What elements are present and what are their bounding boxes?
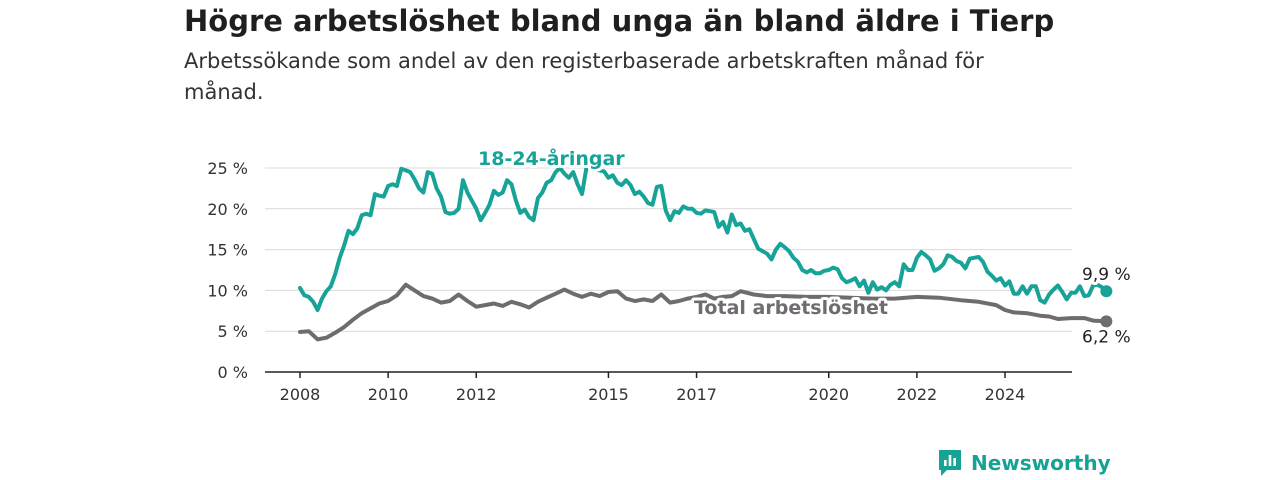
x-tick-label: 2015	[588, 385, 629, 404]
x-tick-label: 2020	[808, 385, 849, 404]
end-point-youth	[1100, 285, 1113, 298]
series-name-total-halo: Total arbetslöshet	[694, 297, 888, 319]
series-name-youth: 18-24-åringar	[478, 146, 625, 170]
axes: 0 % 5 % 10 % 15 % 20 % 25 % 2008 2010 2012 2015 20…	[207, 159, 1072, 404]
x-tick-label: 2008	[280, 385, 321, 404]
end-label-total: 6,2 %	[1082, 327, 1131, 347]
y-tick-label: 5 %	[218, 322, 248, 341]
y-tick-label: 0 %	[218, 363, 248, 382]
x-tick-label: 2017	[676, 385, 717, 404]
y-tick-label: 10 %	[207, 281, 248, 300]
series-line-youth	[298, 166, 1109, 312]
series-name-youth-halo: 18-24-åringar	[478, 146, 625, 170]
end-label-youth-halo: 9,9 %	[1082, 265, 1131, 285]
y-tick-label: 15 %	[207, 241, 248, 260]
series-line-total	[298, 282, 1109, 342]
page-subtitle: Arbetssökande som andel av den registerb…	[184, 49, 984, 104]
end-point-total	[1100, 315, 1113, 328]
end-label-total-halo: 6,2 %	[1082, 327, 1131, 347]
series-name-total: Total arbetslöshet	[694, 297, 888, 319]
page-title: Högre arbetslöshet bland unga än bland ä…	[184, 4, 1055, 38]
x-tick-label: 2022	[897, 385, 938, 404]
y-tick-label: 25 %	[207, 159, 248, 178]
y-tick-label: 20 %	[207, 200, 248, 219]
series-lines	[298, 166, 1113, 342]
brand-name: Newsworthy	[971, 451, 1111, 475]
brand-logo: Newsworthy	[937, 448, 1111, 478]
end-label-youth: 9,9 %	[1082, 265, 1131, 285]
newsworthy-logo-icon	[939, 450, 961, 476]
x-tick-label: 2024	[985, 385, 1026, 404]
x-tick-label: 2012	[456, 385, 497, 404]
x-tick-label: 2010	[368, 385, 409, 404]
